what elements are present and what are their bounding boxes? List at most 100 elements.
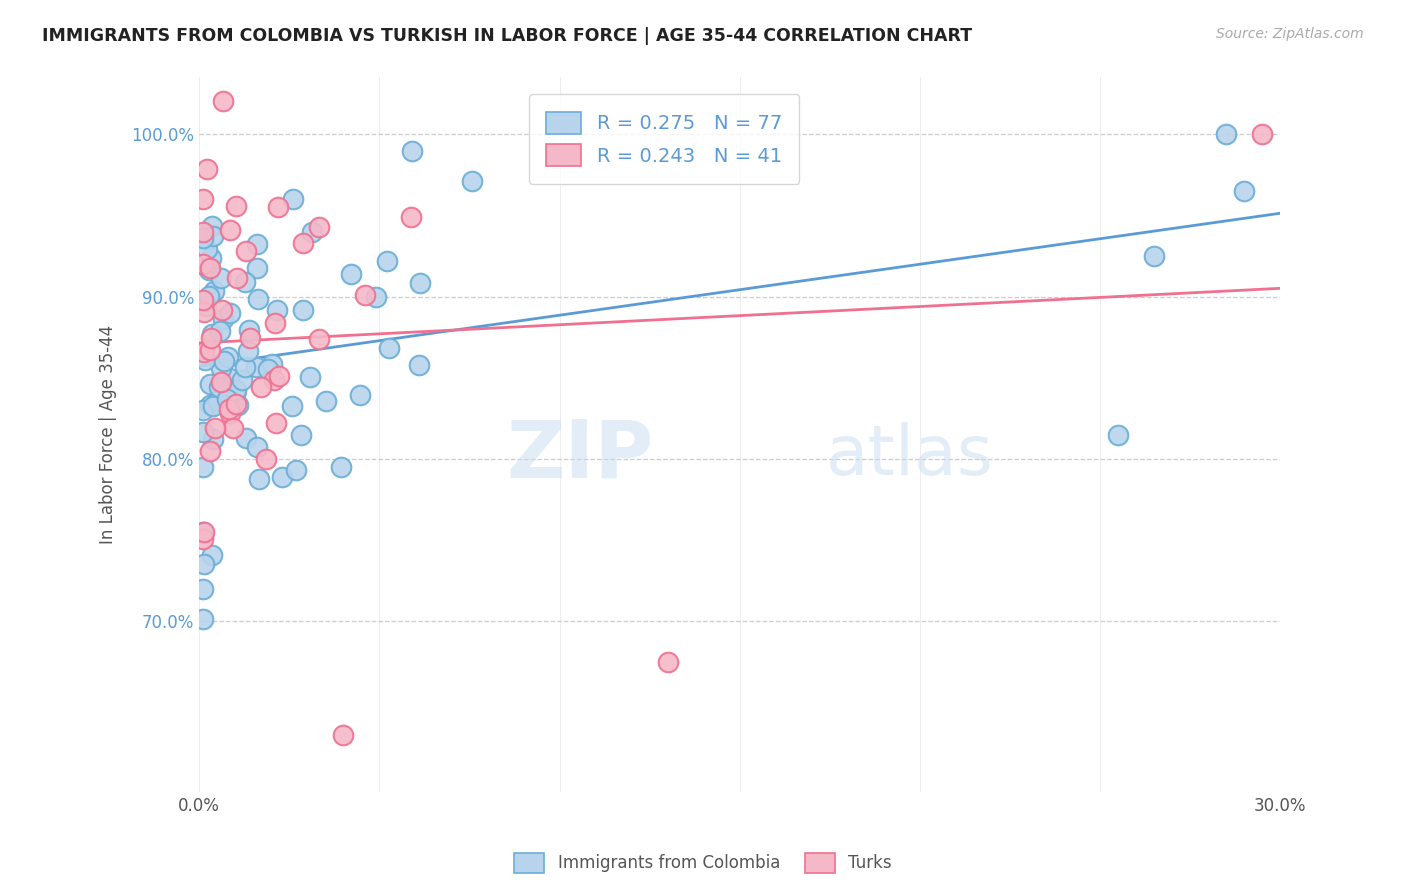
Point [226, 398, 249, 412]
Point [260, 357, 283, 371]
Point [1233, 184, 1256, 198]
Point [308, 219, 330, 234]
Point [1251, 128, 1274, 142]
Point [246, 261, 269, 276]
Point [225, 384, 247, 398]
Point [281, 400, 304, 414]
Point [247, 472, 270, 486]
Point [194, 352, 217, 367]
Point [191, 524, 214, 539]
Point [217, 351, 239, 365]
Point [330, 459, 353, 474]
Point [233, 275, 256, 289]
Point [195, 242, 218, 256]
Point [292, 303, 315, 318]
Point [209, 361, 232, 376]
Point [202, 433, 225, 447]
Point [191, 293, 214, 308]
Point [212, 353, 235, 368]
Point [191, 612, 214, 626]
Point [212, 94, 235, 108]
Point [238, 323, 260, 337]
Point [263, 373, 285, 387]
Point [193, 305, 215, 319]
Point [349, 388, 371, 402]
Point [225, 199, 247, 213]
Point [200, 251, 222, 265]
Point [353, 287, 375, 301]
Point [246, 236, 269, 251]
Point [290, 428, 312, 442]
Point [264, 416, 287, 430]
Point [191, 192, 214, 206]
Text: Source: ZipAtlas.com: Source: ZipAtlas.com [1216, 27, 1364, 41]
Point [191, 257, 214, 271]
Point [191, 225, 214, 239]
Point [201, 219, 224, 234]
Point [201, 327, 224, 342]
Point [197, 288, 219, 302]
Y-axis label: In Labor Force | Age 35-44: In Labor Force | Age 35-44 [100, 325, 117, 544]
Point [247, 292, 270, 306]
Point [292, 235, 315, 250]
Point [245, 440, 267, 454]
Point [375, 254, 398, 268]
Point [235, 360, 257, 375]
Point [461, 174, 484, 188]
Legend: Immigrants from Colombia, Turks: Immigrants from Colombia, Turks [508, 847, 898, 880]
Point [1215, 128, 1237, 142]
Point [222, 421, 245, 435]
Point [219, 223, 242, 237]
Point [201, 549, 224, 563]
Point [239, 331, 262, 345]
Point [225, 397, 247, 411]
Point [191, 532, 214, 546]
Point [197, 161, 219, 176]
Point [267, 200, 290, 214]
Point [191, 403, 214, 417]
Point [1143, 249, 1166, 263]
Point [218, 406, 240, 420]
Point [285, 463, 308, 477]
Point [231, 373, 253, 387]
Point [271, 470, 294, 484]
Point [267, 368, 290, 383]
Point [256, 362, 278, 376]
Point [215, 392, 238, 406]
Point [198, 399, 221, 413]
Point [198, 376, 221, 391]
Point [301, 225, 323, 239]
Point [308, 332, 330, 346]
Point [200, 330, 222, 344]
Point [226, 271, 249, 285]
Point [409, 276, 432, 290]
Point [235, 431, 257, 445]
Point [211, 39, 233, 54]
Point [191, 425, 214, 439]
Point [197, 263, 219, 277]
Point [264, 316, 287, 330]
Point [198, 343, 221, 357]
Point [194, 299, 217, 313]
Point [208, 380, 231, 394]
Point [408, 358, 430, 372]
Point [211, 384, 233, 398]
Point [191, 231, 214, 245]
Point [299, 370, 322, 384]
Point [208, 324, 231, 338]
Point [235, 244, 257, 259]
Point [198, 261, 221, 276]
Point [193, 582, 215, 596]
Point [399, 210, 422, 224]
Point [238, 343, 260, 358]
Point [224, 386, 246, 401]
Point [204, 421, 226, 435]
Point [364, 290, 387, 304]
Point [657, 655, 679, 669]
Point [209, 270, 232, 285]
Point [332, 728, 354, 742]
Point [207, 393, 229, 408]
Point [202, 229, 225, 244]
Point [202, 284, 225, 298]
Point [191, 460, 214, 475]
